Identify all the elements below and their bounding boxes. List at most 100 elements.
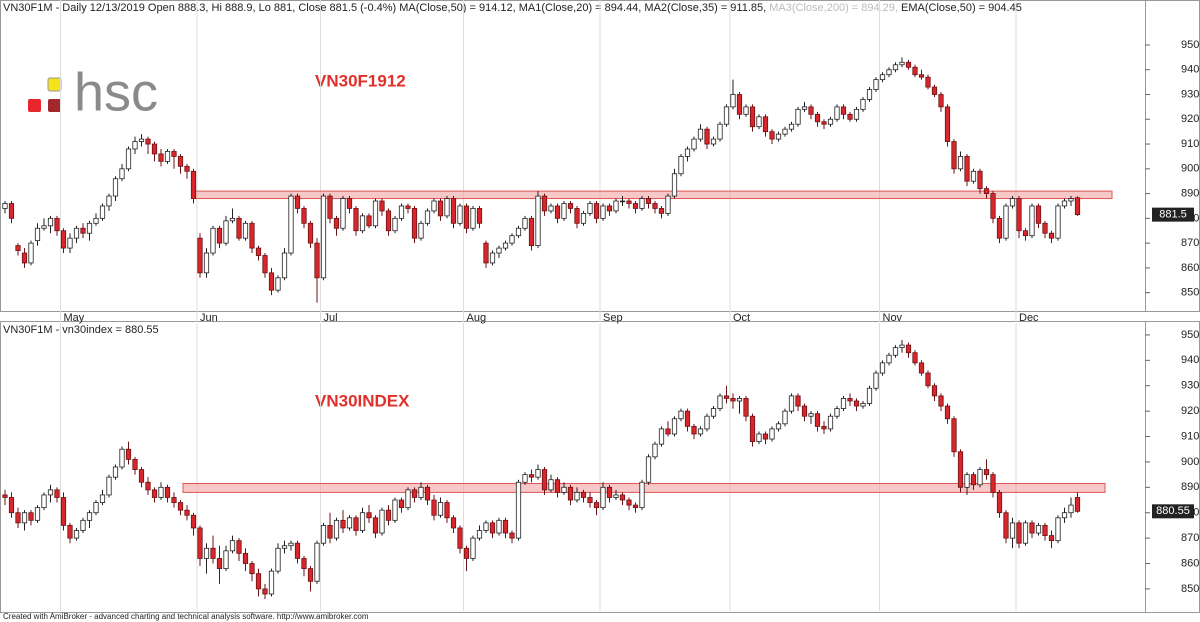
candle-body bbox=[470, 537, 476, 559]
candle-body bbox=[353, 517, 359, 531]
candle-body bbox=[1022, 230, 1029, 237]
candle-body bbox=[788, 395, 795, 412]
candle-body bbox=[80, 519, 86, 531]
candle-body bbox=[138, 138, 145, 142]
candle-body bbox=[112, 178, 119, 197]
candle-body bbox=[483, 522, 489, 531]
candle-body bbox=[925, 76, 931, 88]
candle-body bbox=[541, 195, 548, 212]
candle-body bbox=[996, 491, 1003, 514]
candle-body bbox=[99, 205, 106, 219]
candle-body bbox=[541, 469, 548, 491]
candle-body bbox=[275, 277, 281, 291]
candle-body bbox=[411, 208, 418, 239]
candle-body bbox=[73, 227, 80, 239]
candle-body bbox=[15, 512, 21, 524]
candle-body bbox=[197, 527, 203, 559]
candle-body bbox=[691, 138, 697, 150]
last-price-box bbox=[1152, 207, 1194, 222]
candle-body bbox=[983, 188, 990, 194]
candle-body bbox=[158, 153, 164, 162]
candle-body bbox=[853, 400, 860, 407]
candle-body bbox=[1003, 205, 1009, 239]
x-tick-label: Nov bbox=[883, 312, 903, 324]
candle-body bbox=[905, 344, 912, 354]
candle-body bbox=[821, 121, 827, 125]
x-tick-label: Dec bbox=[1019, 312, 1039, 324]
y-tick-label: 900 bbox=[1181, 163, 1199, 175]
candle-body bbox=[632, 504, 639, 509]
candle-body bbox=[431, 200, 437, 212]
candle-body bbox=[463, 205, 470, 229]
candle-body bbox=[873, 79, 879, 90]
candle-body bbox=[964, 474, 970, 488]
candle-body bbox=[288, 195, 294, 254]
candle-body bbox=[775, 423, 782, 430]
candle-body bbox=[671, 418, 678, 435]
y-tick-label: 940 bbox=[1181, 354, 1199, 366]
candle-body bbox=[1035, 205, 1042, 224]
candle-body bbox=[112, 466, 119, 478]
candle-body bbox=[860, 99, 866, 110]
candle-body bbox=[964, 156, 970, 182]
candle-body bbox=[281, 252, 288, 279]
candle-body bbox=[203, 252, 210, 274]
candle-body bbox=[944, 106, 951, 142]
candle-body bbox=[8, 203, 15, 219]
y-tick-label: 890 bbox=[1181, 187, 1199, 199]
candle-body bbox=[652, 203, 658, 209]
candle-body bbox=[398, 205, 405, 219]
candle-body bbox=[944, 405, 951, 420]
candle-body bbox=[886, 69, 892, 76]
candle-body bbox=[1048, 232, 1055, 239]
candle-body bbox=[132, 141, 138, 150]
candle-body bbox=[1068, 504, 1074, 514]
candle-body bbox=[379, 200, 385, 212]
candle-body bbox=[294, 542, 301, 559]
candle-body bbox=[496, 247, 502, 254]
candle-body bbox=[801, 106, 808, 110]
candle-body bbox=[93, 502, 99, 514]
candle-body bbox=[938, 395, 944, 407]
candle-body bbox=[151, 143, 158, 155]
candle-body bbox=[145, 481, 151, 491]
candle-body bbox=[210, 547, 216, 559]
candle-body bbox=[2, 494, 8, 498]
candle-body bbox=[665, 428, 671, 435]
candle-body bbox=[93, 217, 99, 224]
candle-body bbox=[262, 588, 268, 595]
candle-body bbox=[788, 123, 795, 130]
y-tick-label: 860 bbox=[1181, 262, 1199, 274]
candle-body bbox=[34, 227, 41, 242]
candle-body bbox=[619, 494, 626, 501]
candle-body bbox=[320, 195, 327, 279]
candle-body bbox=[795, 395, 801, 407]
candle-body bbox=[1035, 525, 1042, 534]
candle-body bbox=[600, 205, 606, 219]
candle-body bbox=[106, 195, 112, 207]
candle-body bbox=[418, 486, 424, 498]
candle-body bbox=[314, 242, 320, 279]
candle-body bbox=[619, 200, 626, 203]
candle-body bbox=[80, 227, 86, 234]
y-tick-label: 850 bbox=[1181, 583, 1199, 595]
candle-body bbox=[502, 519, 509, 534]
candle-body bbox=[327, 525, 333, 539]
candle-body bbox=[1055, 205, 1061, 239]
y-tick-label: 860 bbox=[1181, 557, 1199, 569]
candle-body bbox=[730, 398, 736, 402]
candle-body bbox=[275, 547, 281, 572]
candle-body bbox=[918, 74, 925, 78]
candle-body bbox=[320, 525, 327, 544]
candle-body bbox=[8, 497, 15, 514]
candle-body bbox=[840, 398, 847, 409]
candle-body bbox=[873, 372, 879, 389]
candle-body bbox=[892, 347, 899, 356]
x-tick-label: Oct bbox=[733, 312, 750, 324]
chart-title: VN30F1M - Daily 12/13/2019 Open 888.3, H… bbox=[3, 2, 1022, 14]
candle-body bbox=[210, 227, 216, 254]
y-tick-label: 930 bbox=[1181, 88, 1199, 100]
candle-body bbox=[151, 489, 158, 498]
candle-body bbox=[782, 410, 788, 425]
candle-body bbox=[632, 203, 639, 209]
